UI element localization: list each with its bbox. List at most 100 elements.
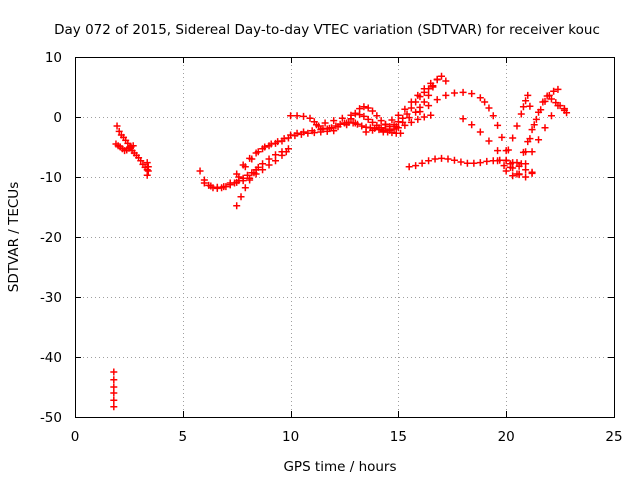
data-point [143, 159, 151, 167]
data-point [278, 148, 286, 156]
data-point [351, 109, 359, 117]
x-tick-label: 10 [282, 429, 299, 445]
data-point [476, 128, 484, 136]
data-point [524, 91, 532, 99]
data-point [248, 155, 256, 163]
data-point [375, 124, 383, 132]
data-point [237, 193, 245, 201]
data-point [450, 89, 458, 97]
data-point [414, 115, 422, 123]
data-point [433, 96, 441, 104]
data-point [407, 118, 415, 126]
series-arc-c [233, 145, 292, 210]
y-tick-label: -50 [40, 410, 62, 426]
data-point [353, 120, 361, 128]
data-point [513, 159, 521, 167]
data-point [362, 128, 370, 136]
data-point [356, 105, 364, 113]
data-point [438, 154, 446, 162]
data-point [399, 118, 407, 126]
x-tick-label: 25 [605, 429, 622, 445]
data-point [450, 156, 458, 164]
data-point [560, 105, 568, 113]
series-arc-low [110, 368, 118, 411]
data-point [250, 169, 258, 177]
data-point [468, 90, 476, 98]
data-point [364, 104, 372, 112]
data-point [509, 134, 517, 142]
data-point [235, 173, 243, 181]
data-point [547, 112, 555, 120]
data-point [403, 110, 411, 118]
y-tick-label: -10 [40, 170, 62, 186]
data-point [476, 94, 484, 102]
data-point [412, 162, 420, 170]
data-point [504, 146, 512, 154]
data-point [470, 159, 478, 167]
data-point [259, 166, 267, 174]
data-point [535, 108, 543, 116]
data-point [110, 376, 118, 384]
data-point [306, 114, 314, 122]
data-point [110, 368, 118, 376]
data-point [494, 147, 502, 155]
y-tick-label: -30 [40, 290, 62, 306]
x-tick-label: 15 [390, 429, 407, 445]
data-point [388, 116, 396, 124]
data-point [336, 120, 344, 128]
data-point [554, 85, 562, 93]
data-point [459, 88, 467, 96]
data-point [394, 111, 402, 119]
data-point [110, 389, 118, 397]
data-point [272, 151, 280, 159]
data-point [507, 163, 515, 171]
data-point [522, 97, 530, 105]
data-point [110, 403, 118, 411]
data-point [254, 148, 262, 156]
data-point [528, 169, 536, 177]
data-point [425, 157, 433, 165]
data-point [360, 103, 368, 111]
data-point [379, 128, 387, 136]
data-point [485, 137, 493, 145]
data-point [476, 159, 484, 167]
x-tick-label: 5 [179, 429, 188, 445]
data-point [401, 105, 409, 113]
data-point [233, 202, 241, 210]
x-axis-label: GPS time / hours [283, 459, 396, 475]
data-point [433, 76, 441, 84]
data-point [489, 112, 497, 120]
data-point [233, 178, 241, 186]
data-point [481, 98, 489, 106]
data-point [110, 383, 118, 391]
data-point [420, 85, 428, 93]
data-point [213, 183, 221, 191]
data-point [425, 102, 433, 110]
data-point [124, 139, 132, 147]
data-point [528, 126, 536, 134]
data-point [500, 162, 508, 170]
series-arc-early-b [112, 140, 137, 155]
data-point [293, 129, 301, 137]
data-point [431, 155, 439, 163]
data-point [543, 92, 551, 100]
data-point [196, 167, 204, 175]
data-point [530, 121, 538, 129]
data-point [261, 143, 269, 151]
data-point [373, 112, 381, 120]
data-point [110, 396, 118, 404]
data-point [381, 120, 389, 128]
data-point [113, 122, 121, 130]
data-point [526, 102, 534, 110]
data-point [498, 133, 506, 141]
data-point [444, 155, 452, 163]
data-point [420, 98, 428, 106]
y-tick-label: -40 [40, 350, 62, 366]
series-arc-h [343, 82, 437, 131]
data-point [442, 77, 450, 85]
data-point [532, 115, 540, 123]
data-point [239, 177, 247, 185]
data-point [220, 183, 228, 191]
data-point [522, 148, 530, 156]
data-point [392, 123, 400, 131]
